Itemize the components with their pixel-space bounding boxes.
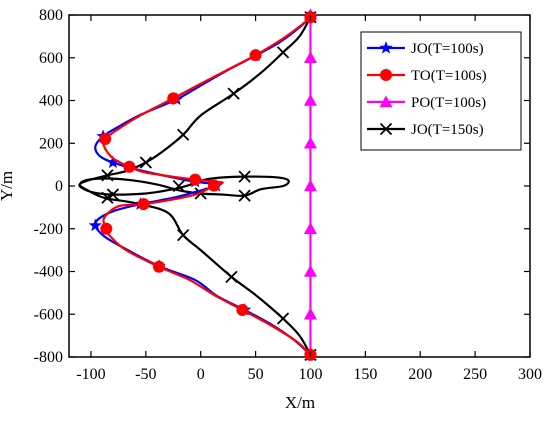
data-point [101,169,114,182]
data-point [100,222,113,235]
legend-marker [379,41,393,54]
x-tick-label: 100 [298,366,322,383]
data-point [225,270,238,283]
data-point [123,160,136,173]
x-tick-label: 250 [463,366,487,383]
data-point [106,188,120,201]
data-point [101,191,114,204]
data-point [207,179,220,192]
data-point [227,87,240,100]
data-point [249,49,262,62]
y-tick-label: 400 [39,93,63,110]
x-marker-stroke [238,189,251,202]
data-point [153,260,166,273]
y-axis-title: Y/m [0,171,16,201]
legend-entry: PO(T=100s) [367,95,486,111]
axes: X/m Y/m -100 -50 0 50 100 150 200 250 300 -800 -60… [0,7,542,412]
series-layer [78,8,318,361]
data-point [139,156,152,169]
data-point [177,229,190,242]
data-point [238,170,251,183]
x-tick-label: 150 [353,366,377,383]
data-point [236,303,249,316]
x-tick-label: 50 [248,366,264,383]
data-point [303,265,317,277]
legend-entry: JO(T=100s) [367,41,484,57]
x-marker-stroke [225,270,238,283]
data-point [303,136,317,149]
data-point [88,218,102,232]
legend-marker [380,69,392,81]
x-tick-label: 0 [197,366,205,383]
data-point [303,179,317,192]
x-marker-stroke [106,188,120,201]
x-axis-title: X/m [285,393,315,412]
data-point [189,173,202,186]
x-marker-stroke [276,46,290,59]
legend-label: PO(T=100s) [411,95,486,111]
x-marker-stroke [177,128,190,141]
legend-label: JO(T=100s) [411,41,484,57]
data-point [99,132,112,145]
y-tick-label: -200 [34,221,63,238]
legend-marker [379,122,393,136]
data-point [276,312,290,325]
data-point [303,94,317,106]
y-tick-label: 200 [39,135,63,152]
x-marker-stroke [101,191,114,204]
y-tick-label: -400 [34,264,63,281]
data-point [238,189,251,202]
y-tick-label: -600 [34,306,63,323]
x-marker-stroke [276,312,290,325]
data-point [303,51,317,63]
legend-label: JO(T=150s) [411,122,484,138]
legend-entry: TO(T=100s) [367,68,487,84]
data-point [167,92,180,105]
data-point [137,198,150,211]
y-tick-label: 0 [55,178,63,195]
data-point [276,46,290,59]
series-line [78,16,312,356]
x-marker-stroke [139,156,152,169]
y-tick-label: 600 [39,50,63,67]
y-tick-label: -800 [34,349,63,366]
x-tick-label: 300 [518,366,542,383]
x-marker-stroke [238,170,251,183]
x-tick-label: -100 [76,366,105,383]
x-tick-label: -50 [135,366,156,383]
x-marker-stroke [379,122,393,136]
data-point [106,155,120,169]
data-point [303,307,317,320]
x-marker-stroke [177,229,190,242]
data-point [177,128,190,141]
legend-marker [379,95,393,108]
series-line [102,16,312,356]
legend-entry: JO(T=150s) [367,122,484,138]
x-marker-stroke [172,179,185,193]
x-marker-stroke [101,169,114,182]
x-tick-label: 200 [408,366,432,383]
legend: JO(T=100s) TO(T=100s) PO(T=100s) JO(T=150s) [360,31,522,151]
data-point [303,222,317,234]
x-marker-stroke [227,87,240,100]
series-1 [99,11,317,361]
y-tick-label: 800 [39,7,63,24]
data-point [172,179,185,193]
legend-label: TO(T=100s) [411,68,487,84]
